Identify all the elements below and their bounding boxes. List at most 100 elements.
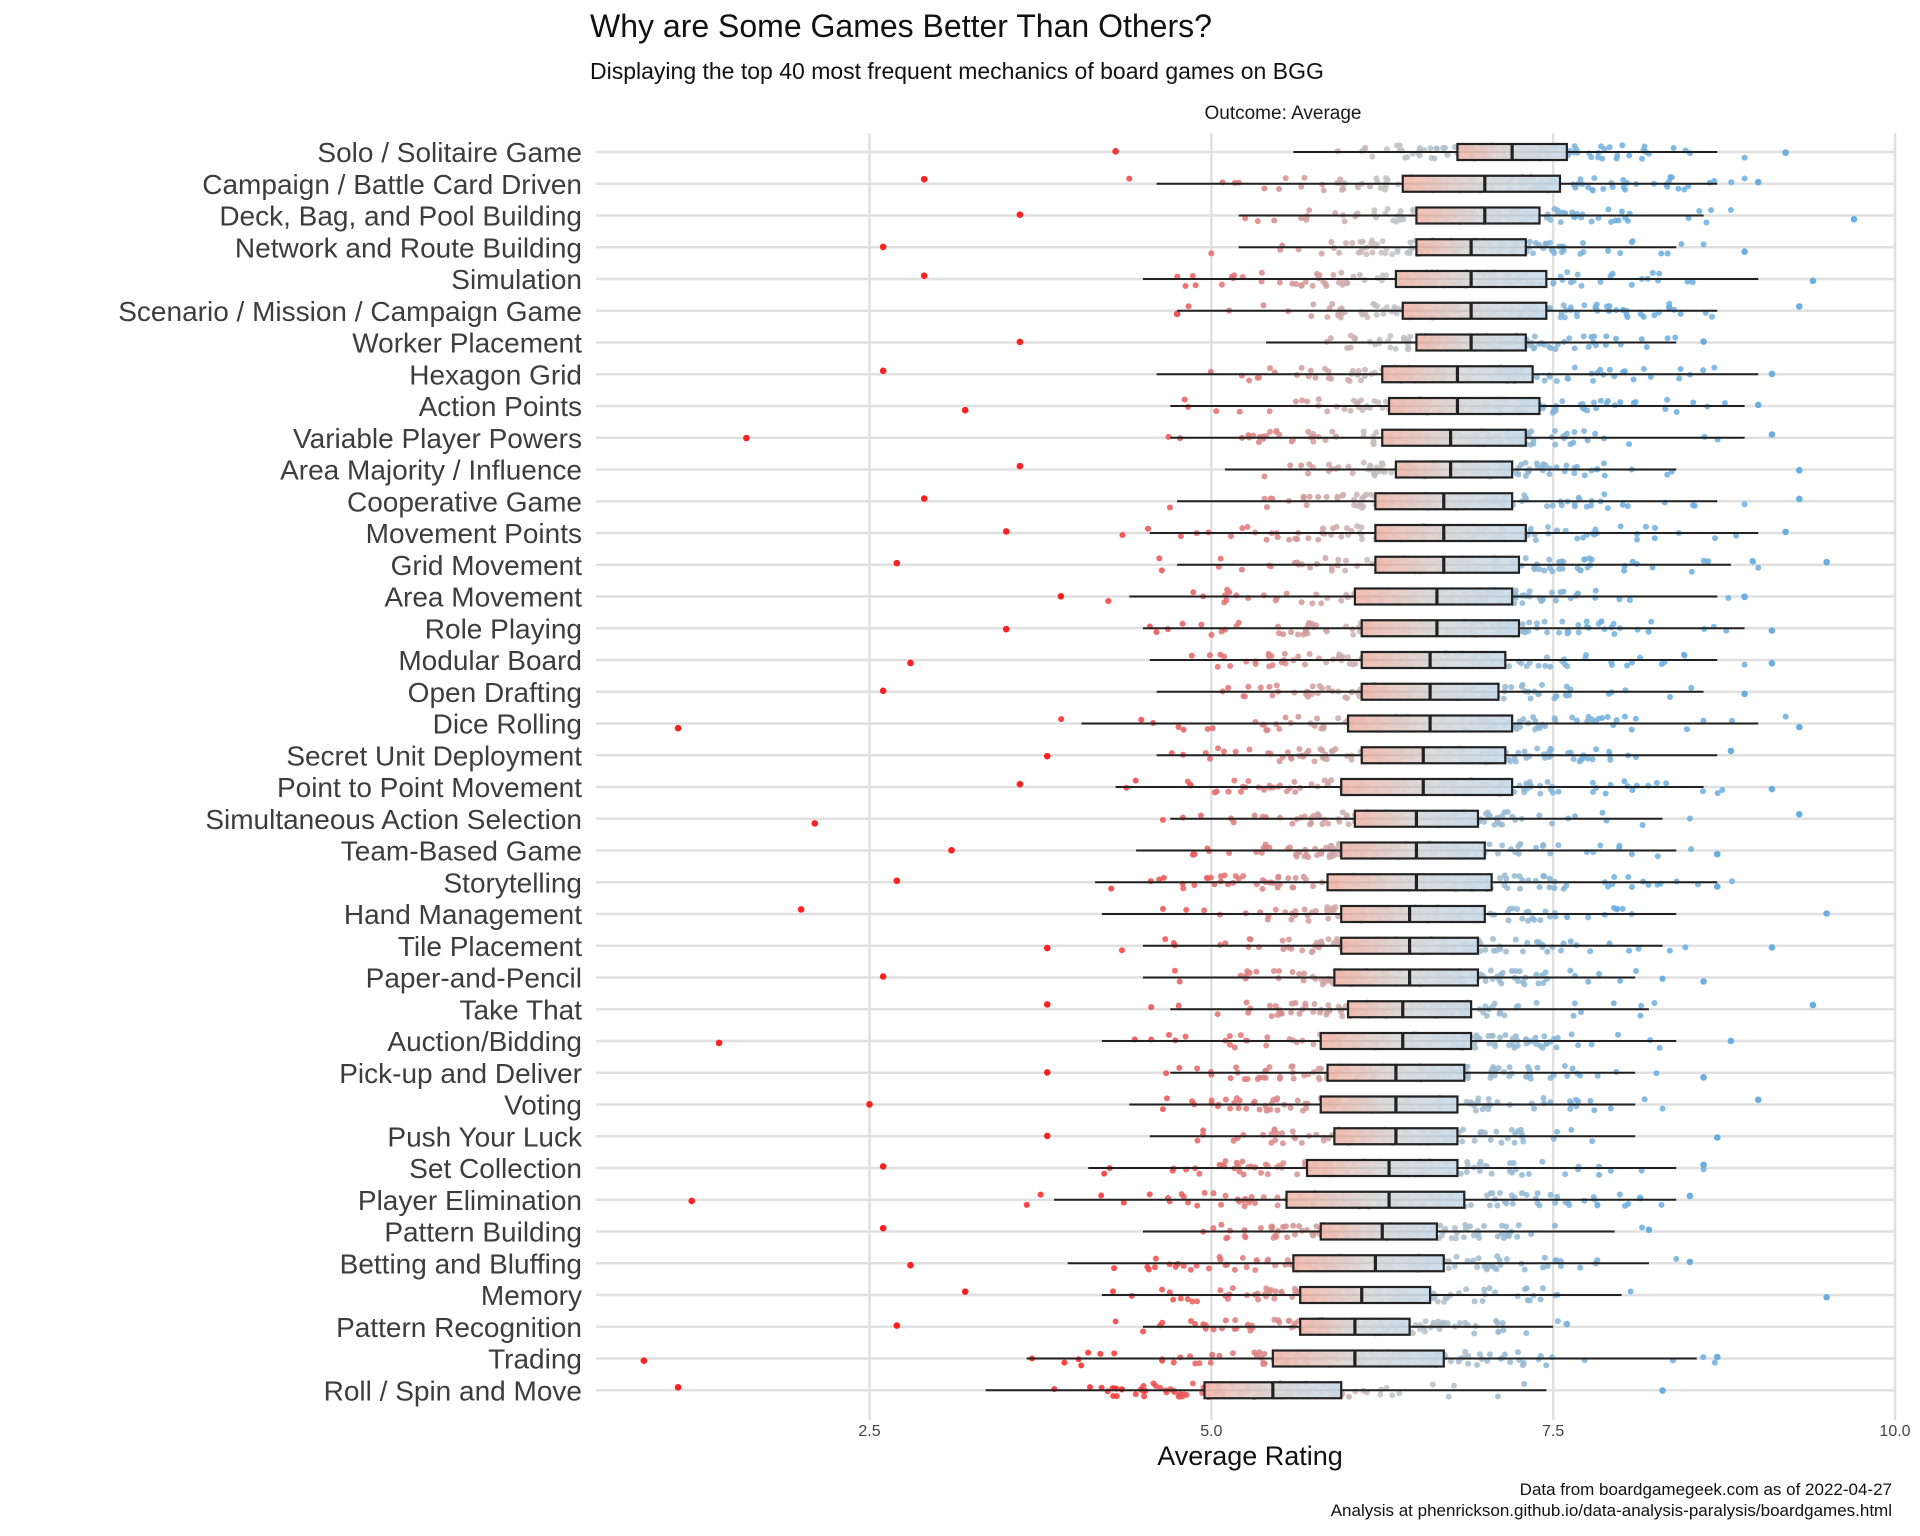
rating-point: [1554, 1318, 1561, 1325]
rating-point: [1185, 303, 1192, 310]
rating-point: [1300, 493, 1307, 500]
rating-point: [1685, 215, 1692, 222]
rating-point: [1373, 175, 1380, 182]
rating-point: [1621, 567, 1628, 574]
rating-point: [1688, 568, 1695, 575]
rating-point: [1410, 206, 1417, 213]
rating-point: [1244, 523, 1251, 530]
rating-point: [1266, 1002, 1273, 1009]
rating-point: [1587, 948, 1594, 955]
rating-point: [1611, 631, 1618, 638]
rating-point: [1242, 215, 1249, 222]
rating-point: [1532, 536, 1539, 543]
rating-point: [1207, 1359, 1214, 1366]
outlier-point: [893, 1322, 901, 1329]
rating-point: [1600, 185, 1607, 192]
rating-point: [1214, 1011, 1221, 1018]
rating-point: [1263, 536, 1270, 543]
rating-point: [1591, 333, 1598, 340]
rating-point: [1176, 978, 1183, 985]
rating-point: [1175, 723, 1182, 730]
rating-point: [1654, 853, 1661, 860]
rating-point: [1328, 238, 1335, 245]
box-layer: [985, 142, 1759, 1400]
rating-point: [1546, 884, 1553, 891]
rating-point: [1535, 662, 1542, 669]
rating-point: [1564, 663, 1571, 670]
rating-point: [1542, 908, 1549, 915]
rating-point: [1626, 152, 1633, 159]
rating-point: [1477, 1129, 1484, 1136]
rating-point: [1302, 1003, 1309, 1010]
rating-point: [1519, 681, 1526, 688]
rating-point: [1547, 1191, 1554, 1198]
rating-point: [1755, 564, 1762, 571]
rating-point: [1553, 378, 1560, 385]
rating-point: [1520, 1360, 1527, 1367]
rating-point: [1213, 788, 1220, 795]
outlier-point: [1782, 149, 1789, 156]
rating-point: [1387, 344, 1394, 351]
rating-point: [1272, 906, 1279, 913]
rating-point: [1181, 396, 1188, 403]
rating-point: [1546, 875, 1553, 882]
rating-point: [1311, 1000, 1318, 1007]
rating-point: [1208, 1097, 1215, 1104]
rating-point: [1209, 725, 1216, 732]
rating-point: [1159, 1319, 1166, 1326]
rating-point: [1485, 1032, 1492, 1039]
rating-point: [1544, 948, 1551, 955]
rating-point: [1292, 789, 1299, 796]
rating-point: [1502, 1032, 1509, 1039]
rating-point: [1189, 1298, 1196, 1305]
rating-point: [1567, 304, 1574, 311]
rating-point: [1373, 429, 1380, 436]
rating-point: [1666, 947, 1673, 954]
rating-point: [1512, 936, 1519, 943]
rating-point: [1581, 428, 1588, 435]
rating-point: [1257, 1225, 1264, 1232]
rating-point: [1188, 652, 1195, 659]
rating-point: [1567, 938, 1574, 945]
outlier-point: [1795, 466, 1803, 474]
rating-point: [1513, 470, 1520, 477]
rating-point: [1670, 145, 1677, 152]
rating-point: [1256, 1106, 1263, 1113]
rating-point: [1109, 1288, 1116, 1295]
outlier-point: [811, 820, 819, 827]
outlier-point: [1043, 1132, 1051, 1140]
rating-point: [1350, 631, 1357, 638]
rating-point: [1289, 968, 1296, 975]
outlier-point: [1741, 690, 1748, 698]
rating-point: [1259, 721, 1266, 728]
rating-point: [1637, 311, 1644, 318]
rating-point: [1274, 1095, 1281, 1102]
rating-point: [1700, 717, 1707, 724]
rating-point: [1547, 239, 1554, 246]
rating-point: [1288, 1000, 1295, 1007]
rating-point: [1156, 555, 1163, 562]
rating-point: [1584, 755, 1591, 762]
rating-point: [1595, 620, 1602, 627]
rating-point: [1487, 1136, 1494, 1143]
rating-point: [1254, 218, 1261, 225]
rating-point: [1573, 717, 1580, 724]
rating-point: [1590, 399, 1597, 406]
rating-point: [1360, 459, 1367, 466]
rating-point: [1108, 885, 1115, 892]
rating-point: [1585, 184, 1592, 191]
rating-point: [1666, 304, 1673, 311]
rating-point: [1597, 278, 1604, 285]
rating-point: [1577, 176, 1584, 183]
rating-point: [1612, 335, 1619, 342]
rating-point: [1345, 463, 1352, 470]
rating-point: [1605, 247, 1612, 254]
rating-point: [1434, 1298, 1441, 1305]
rating-point: [1342, 694, 1349, 701]
rating-point: [1676, 375, 1683, 382]
rating-point: [1271, 1126, 1278, 1133]
rating-point: [1459, 1138, 1466, 1145]
rating-point: [1336, 249, 1343, 256]
rating-point: [1349, 470, 1356, 477]
rating-point: [1196, 1360, 1203, 1367]
